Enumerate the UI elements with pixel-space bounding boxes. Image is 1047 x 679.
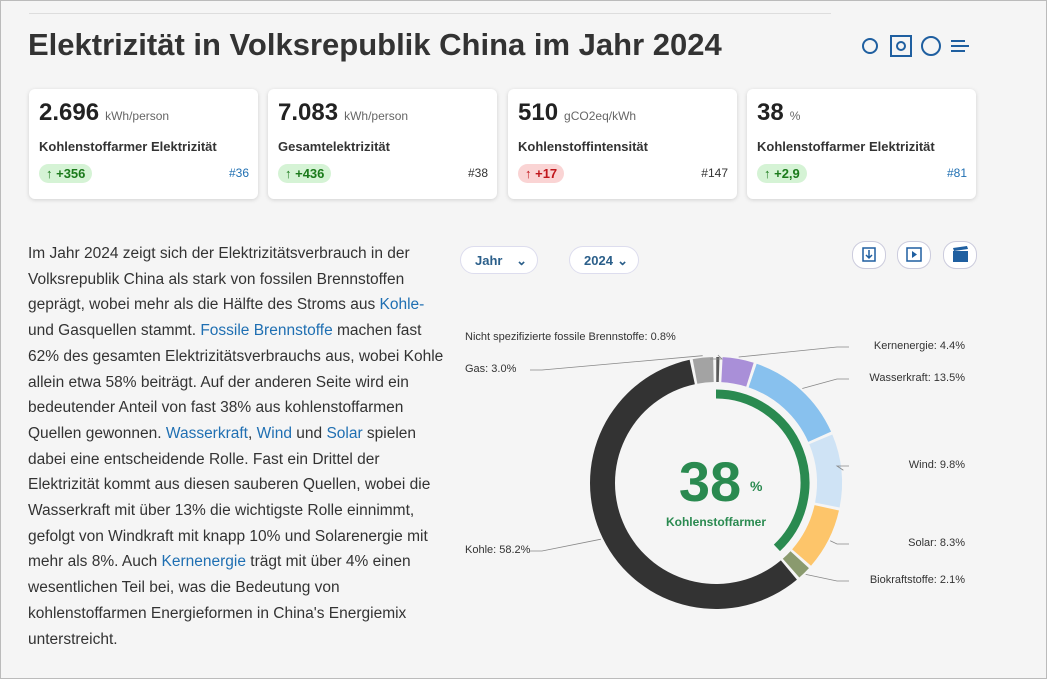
text-span: und Gasquellen stammt.: [28, 322, 201, 340]
stat-number: 510: [518, 99, 559, 126]
year-text: 2024: [584, 253, 613, 268]
stat-value: 38%: [757, 99, 800, 127]
stat-card: 38% Kohlenstoffarmer Elektrizität ↑ +2,9 #8…: [747, 89, 976, 199]
chevron: ⌄: [516, 253, 527, 268]
center-unit: %: [750, 478, 763, 494]
change-badge: ↑ +356: [39, 164, 93, 183]
stat-label: Kohlenstoffarmer Elektrizität: [39, 139, 217, 154]
description: Im Jahr 2024 zeigt sich der Elektrizität…: [28, 241, 448, 652]
text-link[interactable]: Kohle-: [379, 296, 425, 314]
rank: #147: [701, 166, 728, 180]
center-arc: [715, 389, 810, 552]
play-button[interactable]: [897, 241, 931, 269]
segment-label: Wasserkraft: 13.5%: [869, 372, 965, 384]
stat-unit: %: [789, 109, 801, 123]
icon-bar: [862, 35, 969, 57]
stat-unit: gCO2eq/kWh: [564, 109, 637, 123]
segment-label: Gas: 3.0%: [465, 363, 517, 375]
atom-icon[interactable]: [890, 35, 912, 57]
text-span: Im Jahr 2024 zeigt sich der Elektrizität…: [28, 245, 410, 314]
page-title: Elektrizität in Volksrepublik China im J…: [28, 27, 722, 62]
download-icon: [862, 247, 876, 262]
rank: #38: [467, 166, 488, 180]
text-link[interactable]: Fossile Brennstoffe: [200, 322, 333, 340]
leader-line: [805, 573, 849, 582]
rank[interactable]: #81: [946, 166, 967, 180]
donut-segment: [792, 505, 839, 566]
donut-segment: [782, 551, 809, 578]
wind-icon[interactable]: [951, 40, 969, 52]
video-button[interactable]: [943, 241, 977, 269]
stat-value: 2.696 kWh/person: [39, 99, 169, 127]
period-select[interactable]: Jahr ⌄: [460, 246, 538, 274]
text-span: trägt mit über 4% einen wesentlichen Tei…: [28, 553, 411, 648]
year-select[interactable]: 2024 ⌄: [569, 246, 639, 274]
text-link[interactable]: Kernenergie: [161, 553, 246, 571]
leader-line: [710, 354, 723, 360]
chevron: ⌄: [617, 253, 628, 268]
leader-line: [835, 465, 849, 471]
stat-number: 38: [757, 99, 784, 126]
center-value: 38: [679, 450, 741, 513]
period-text: Jahr: [475, 253, 503, 268]
donut-segment: [809, 434, 843, 508]
segment-label: Wind: 9.8%: [908, 459, 965, 471]
leader-line: [738, 346, 849, 358]
wave-icon[interactable]: [921, 36, 941, 56]
donut-segment: [692, 357, 714, 384]
donut-segment: [716, 357, 720, 383]
stat-card: 7.083 kWh/person Gesamtelektrizität ↑ +436 #…: [268, 89, 497, 199]
change-badge: ↑ +436: [278, 164, 332, 183]
donut-segment: [748, 363, 832, 442]
stat-unit: kWh/person: [105, 109, 170, 123]
segment-label: Solar: 8.3%: [908, 537, 965, 549]
segment-label: Kohle: 58.2%: [465, 544, 531, 556]
clapper-icon: [953, 246, 968, 262]
leader-line: [802, 378, 849, 389]
sun-icon[interactable]: [862, 38, 878, 54]
divider: [29, 13, 831, 14]
atom-core: [896, 41, 906, 51]
text-span: ,: [248, 424, 257, 442]
stat-number: 7.083: [278, 99, 339, 126]
text-link[interactable]: Wind: [256, 424, 292, 442]
segment-label: Nicht spezifizierte fossile Brennstoffe:…: [465, 331, 676, 343]
segment-label: Biokraftstoffe: 2.1%: [869, 574, 965, 586]
text-link[interactable]: Solar: [326, 424, 363, 442]
donut-segment: [721, 357, 754, 387]
donut-segment: [590, 359, 797, 610]
play-icon: [906, 247, 922, 262]
stat-label: Gesamtelektrizität: [278, 139, 390, 154]
stat-card: 2.696 kWh/person Kohlenstoffarmer Elektriz…: [29, 89, 258, 199]
rank[interactable]: #36: [228, 166, 249, 180]
leader-line: [530, 355, 703, 371]
text-span: und: [291, 424, 327, 442]
stat-number: 2.696: [39, 99, 100, 126]
segment-label: Kernenergie: 4.4%: [873, 340, 965, 352]
stat-label: Kohlenstoffarmer Elektrizität: [757, 139, 935, 154]
leader-line: [530, 538, 602, 552]
leader-line: [830, 540, 849, 545]
change-badge: ↑ +2,9: [757, 164, 807, 183]
center-label: Kohlenstoffarmer: [666, 515, 766, 529]
change-badge: ↑ +17: [518, 164, 565, 183]
stat-label: Kohlenstoffintensität: [518, 139, 648, 154]
stat-value: 510 gCO2eq/kWh: [518, 99, 636, 127]
stat-card: 510 gCO2eq/kWh Kohlenstoffintensität ↑ +17 #…: [508, 89, 737, 199]
stat-value: 7.083 kWh/person: [278, 99, 408, 127]
text-span: spielen dabei eine entscheidende Rolle. …: [28, 424, 431, 571]
download-button[interactable]: [852, 241, 886, 269]
stat-unit: kWh/person: [344, 109, 409, 123]
text-span: machen fast 62% des gesamten Elektrizitä…: [28, 322, 444, 442]
text-link[interactable]: Wasserkraft: [165, 424, 248, 442]
